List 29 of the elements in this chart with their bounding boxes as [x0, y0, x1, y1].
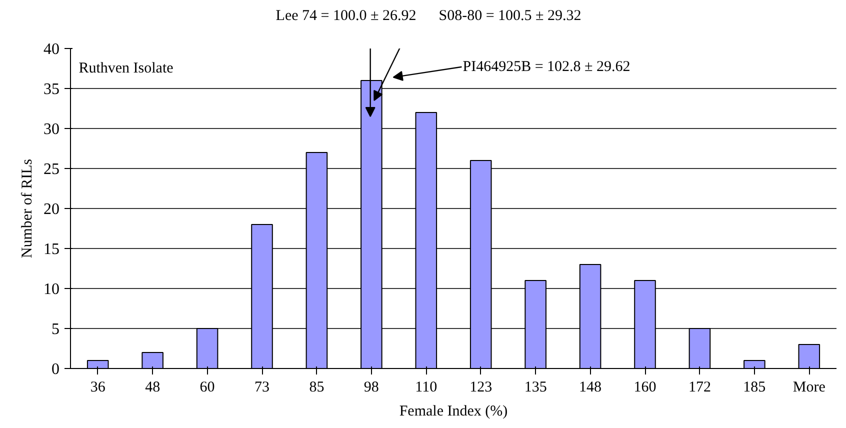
annotation: Lee 74 = 100.0 ± 26.92: [276, 7, 416, 26]
x-tick-label: 60: [200, 380, 215, 396]
y-tick-label: 25: [44, 161, 60, 178]
y-tick-label: 35: [44, 81, 60, 98]
x-tick-label: 98: [364, 380, 379, 396]
x-tick-label: 160: [634, 380, 656, 396]
y-axis-title: Number of RILs: [20, 158, 36, 258]
x-tick-label: 123: [470, 380, 492, 396]
annotation: PI464925B = 102.8 ± 29.62: [462, 58, 630, 75]
annotation: S08-80 = 100.5 ± 29.32: [438, 7, 582, 26]
x-tick-label: 172: [688, 380, 711, 396]
annotation: Ruthven Isolate: [78, 60, 174, 76]
y-tick-label: 30: [44, 121, 60, 138]
x-tick-label: 73: [254, 380, 270, 396]
y-tick-label: 15: [44, 241, 60, 258]
x-tick-label: 148: [579, 380, 602, 396]
x-axis-title: Female Index (%): [399, 404, 508, 420]
x-tick-label: 36: [90, 380, 106, 396]
x-tick-label: More: [792, 380, 826, 396]
y-tick-label: 0: [52, 361, 60, 378]
x-tick-label: 85: [309, 380, 324, 396]
y-tick-label: 5: [52, 321, 60, 338]
x-tick-label: 135: [524, 380, 547, 396]
x-tick-label: 110: [415, 380, 438, 396]
y-tick-label: 10: [44, 281, 60, 298]
y-tick-label: 40: [44, 41, 60, 58]
x-tick-label: 48: [145, 380, 160, 396]
x-tick-label: 185: [743, 380, 766, 396]
y-tick-label: 20: [44, 201, 60, 218]
